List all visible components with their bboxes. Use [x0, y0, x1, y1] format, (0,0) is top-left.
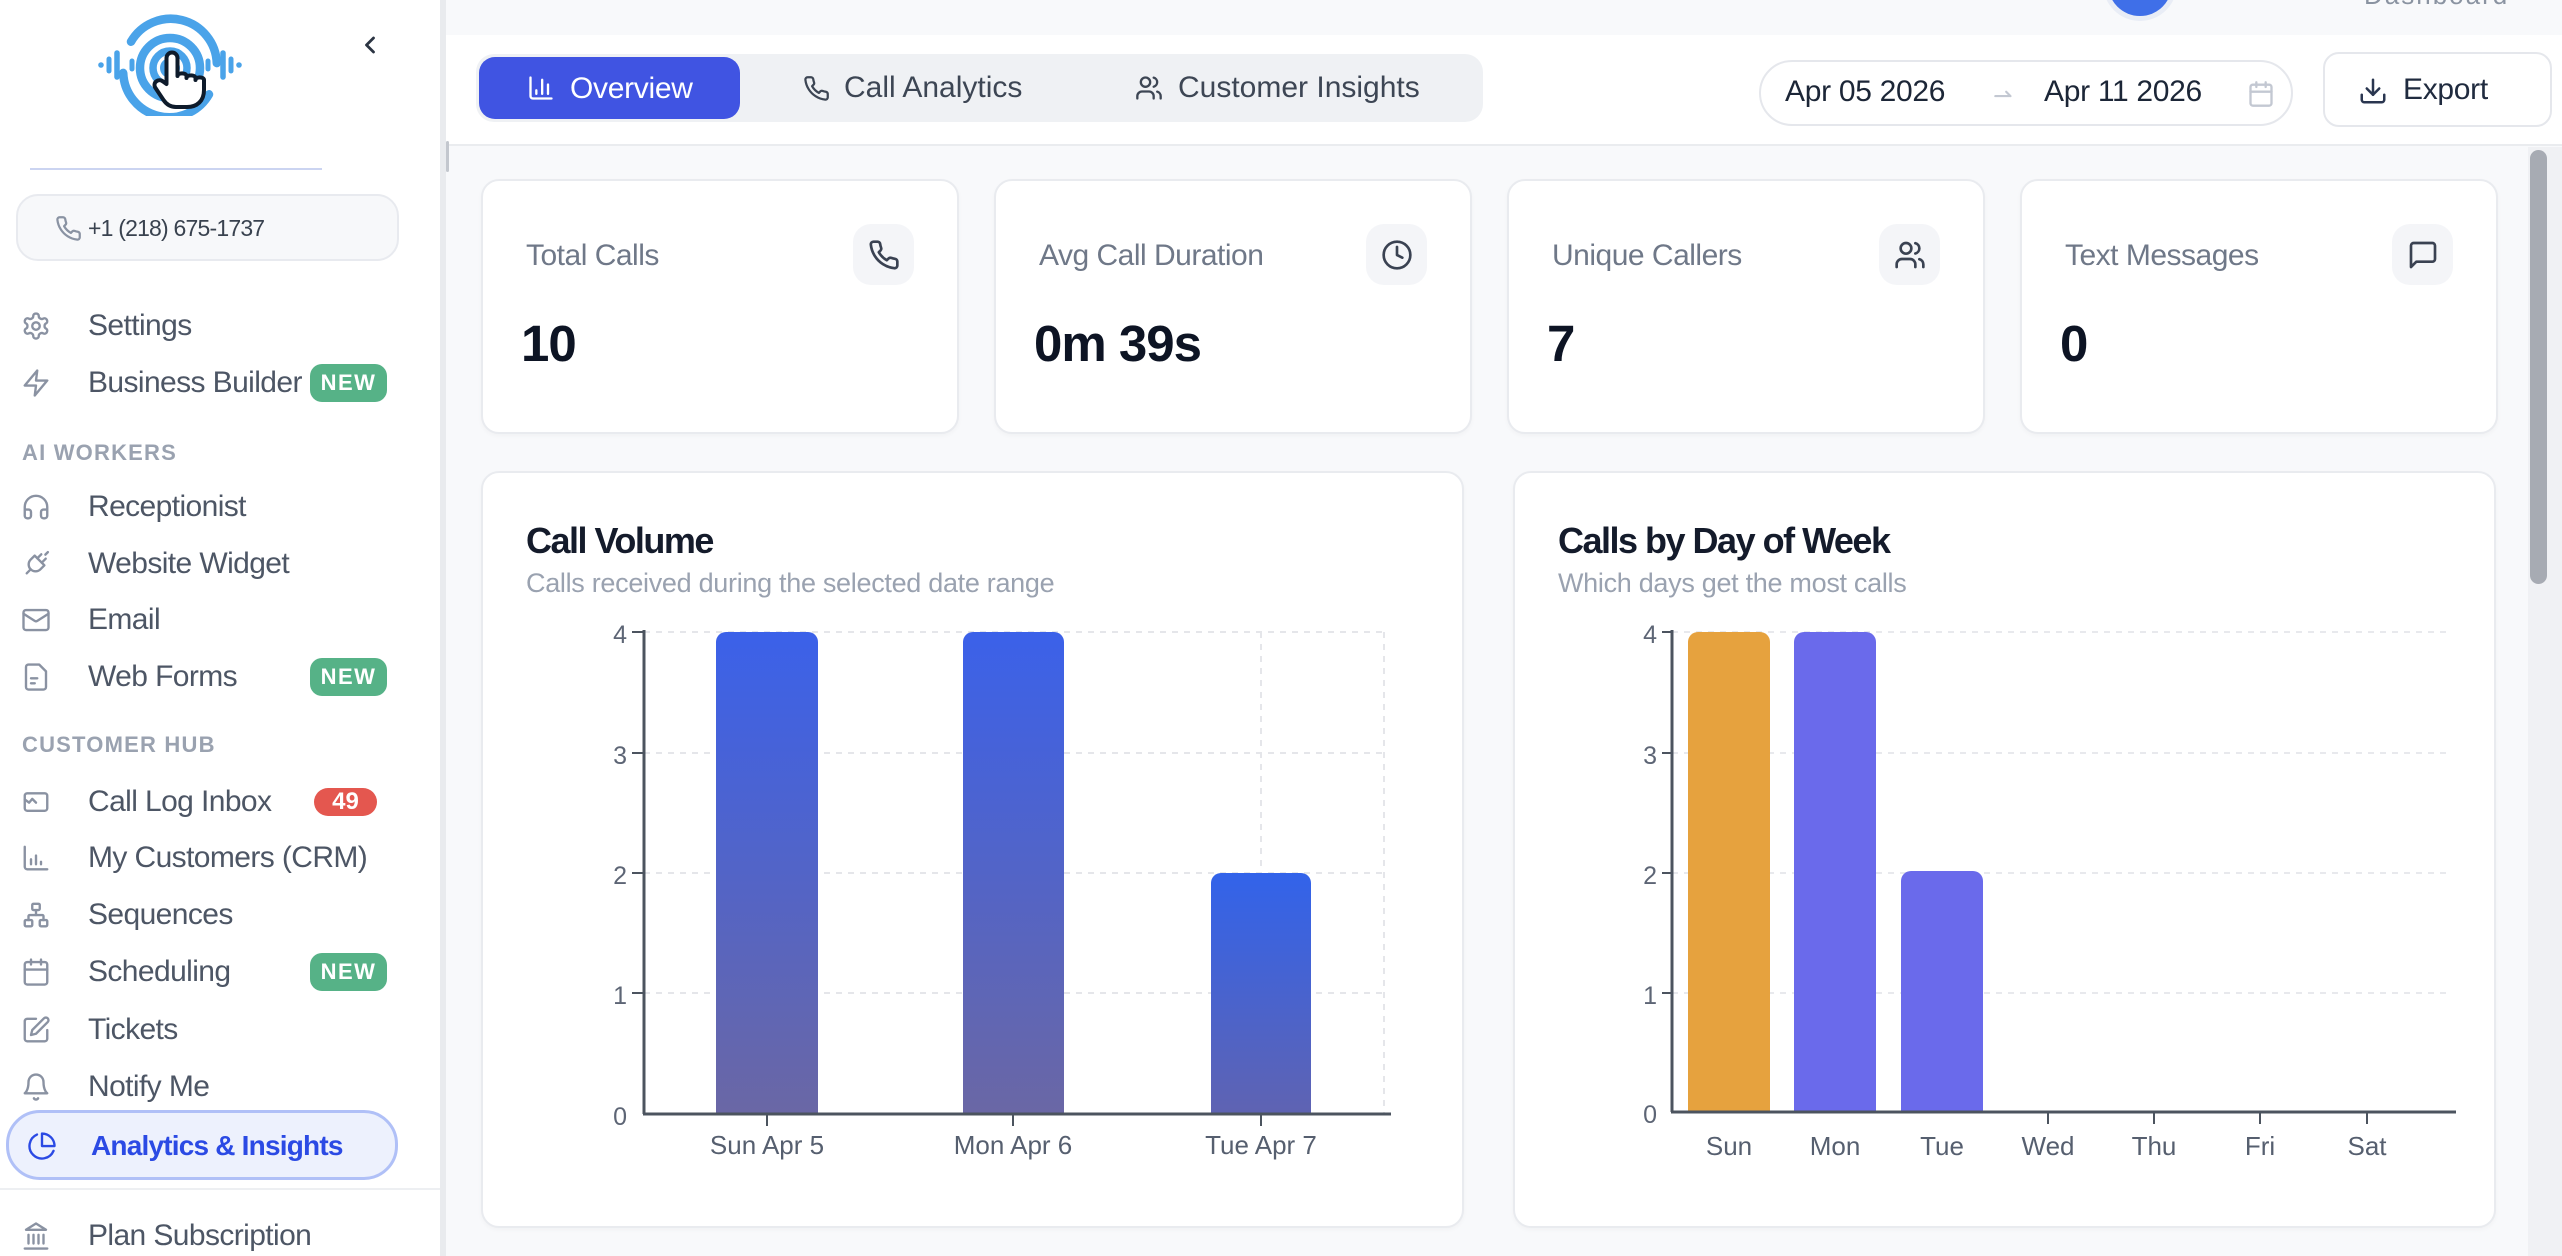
svg-text:3: 3	[613, 742, 627, 770]
svg-text:3: 3	[1643, 742, 1657, 770]
svg-text:Fri: Fri	[2245, 1131, 2275, 1161]
svg-text:2: 2	[1643, 862, 1657, 890]
svg-text:Wed: Wed	[2022, 1131, 2075, 1161]
svg-text:Mon Apr 6: Mon Apr 6	[954, 1130, 1073, 1160]
svg-text:1: 1	[613, 982, 627, 1010]
svg-text:Thu: Thu	[2132, 1131, 2177, 1161]
svg-text:Sun: Sun	[1706, 1131, 1752, 1161]
svg-text:4: 4	[613, 621, 627, 649]
svg-text:Sun Apr 5: Sun Apr 5	[710, 1130, 824, 1160]
svg-text:Tue Apr 7: Tue Apr 7	[1205, 1130, 1317, 1160]
svg-text:0: 0	[613, 1103, 627, 1131]
svg-text:Sat: Sat	[2347, 1131, 2387, 1161]
svg-text:4: 4	[1643, 621, 1657, 649]
svg-text:1: 1	[1643, 982, 1657, 1010]
svg-text:Mon: Mon	[1810, 1131, 1861, 1161]
svg-text:Tue: Tue	[1920, 1131, 1964, 1161]
svg-text:0: 0	[1643, 1101, 1657, 1129]
svg-text:2: 2	[613, 862, 627, 890]
